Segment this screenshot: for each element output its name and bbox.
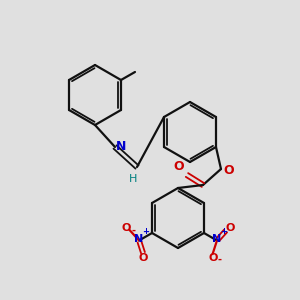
Text: O: O xyxy=(173,160,184,173)
Text: N: N xyxy=(212,235,222,244)
Text: -: - xyxy=(218,255,222,265)
Text: O: O xyxy=(208,253,218,263)
Text: H: H xyxy=(129,174,137,184)
Text: N: N xyxy=(116,140,126,152)
Text: O: O xyxy=(223,164,234,176)
Text: O: O xyxy=(139,253,148,263)
Text: O: O xyxy=(122,223,131,233)
Text: O: O xyxy=(225,223,235,233)
Text: +: + xyxy=(220,226,227,236)
Text: +: + xyxy=(142,226,149,236)
Text: -: - xyxy=(131,225,135,235)
Text: N: N xyxy=(134,235,144,244)
